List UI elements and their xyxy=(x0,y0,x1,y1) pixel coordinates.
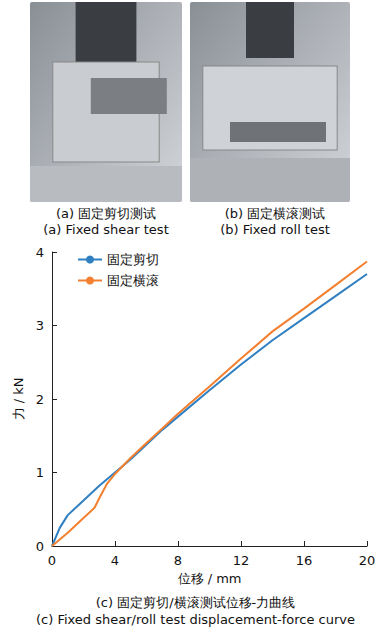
svg-text:20: 20 xyxy=(359,553,376,568)
svg-text:2: 2 xyxy=(36,392,44,407)
html-text:(a) 固定剪切测试: (a) 固定剪切测试 xyxy=(55,206,157,221)
svg-text:力 / kN: 力 / kN xyxy=(11,378,26,421)
html-text:(c) 固定剪切/横滚测试位移-力曲线: (c) 固定剪切/横滚测试位移-力曲线 xyxy=(95,595,296,610)
svg-text:4: 4 xyxy=(36,245,44,260)
svg-text:4: 4 xyxy=(111,553,119,568)
svg-text:1: 1 xyxy=(36,465,44,480)
svg-text:固定横滚: 固定横滚 xyxy=(107,273,159,288)
html-text:(b) 固定横滚测试: (b) 固定横滚测试 xyxy=(224,206,326,221)
svg-text:0: 0 xyxy=(48,553,56,568)
html-text:(b) Fixed roll test: (b) Fixed roll test xyxy=(220,222,330,237)
svg-text:12: 12 xyxy=(233,553,250,568)
svg-text:位移 / mm: 位移 / mm xyxy=(178,571,242,586)
html-text:(a) Fixed shear test: (a) Fixed shear test xyxy=(43,222,169,237)
svg-text:8: 8 xyxy=(174,553,182,568)
svg-text:3: 3 xyxy=(36,318,44,333)
svg-text:0: 0 xyxy=(36,539,44,554)
svg-text:固定剪切: 固定剪切 xyxy=(107,252,159,267)
svg-text:16: 16 xyxy=(296,553,313,568)
html-text:(c) Fixed shear/roll test disp: (c) Fixed shear/roll test displacement-f… xyxy=(36,612,355,627)
